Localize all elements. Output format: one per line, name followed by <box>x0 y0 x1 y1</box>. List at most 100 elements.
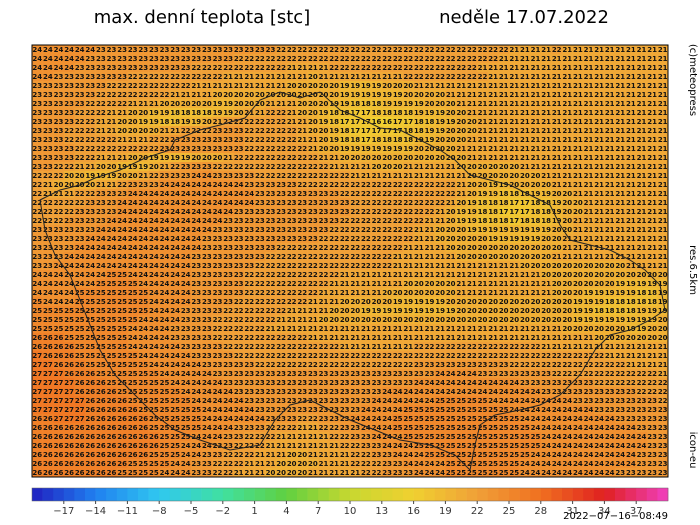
grid-cell <box>85 360 96 370</box>
cell-value: 21 <box>647 262 657 270</box>
cell-value: 21 <box>499 100 509 108</box>
grid-cell <box>646 360 658 370</box>
cell-value: 23 <box>181 325 191 333</box>
grid-cell <box>148 216 160 226</box>
cell-value: 21 <box>594 343 604 351</box>
grid-cell <box>95 243 107 253</box>
grid-cell <box>403 81 414 91</box>
cell-value: 22 <box>149 136 159 144</box>
grid-cell <box>572 306 584 316</box>
grid-cell <box>222 234 234 244</box>
cell-value: 19 <box>149 109 159 117</box>
grid-cell <box>625 252 637 262</box>
grid-cell <box>254 414 266 424</box>
grid-cell <box>32 333 43 343</box>
grid-cell <box>445 198 457 208</box>
grid-cell <box>85 90 96 100</box>
cell-value: 20 <box>658 271 668 279</box>
grid-cell <box>350 297 361 307</box>
cell-value: 24 <box>191 190 201 198</box>
grid-cell <box>646 261 658 271</box>
cell-value: 22 <box>562 352 572 360</box>
cell-value: 22 <box>350 226 360 234</box>
grid-cell <box>625 396 637 406</box>
grid-cell <box>244 90 255 100</box>
cell-value: 20 <box>425 289 435 297</box>
grid-cell <box>254 396 266 406</box>
grid-cell <box>265 306 277 316</box>
grid-cell <box>127 387 139 397</box>
cell-value: 21 <box>308 136 318 144</box>
grid-cell <box>477 342 489 352</box>
grid-cell <box>244 225 255 235</box>
cell-value: 20 <box>541 253 551 261</box>
cell-value: 22 <box>276 343 286 351</box>
grid-cell <box>487 270 499 280</box>
cell-value: 21 <box>329 163 339 171</box>
grid-cell <box>191 234 202 244</box>
cell-value: 24 <box>202 190 212 198</box>
grid-cell <box>74 117 86 127</box>
cell-value: 20 <box>403 91 413 99</box>
cell-value: 24 <box>223 388 233 396</box>
cell-value: 26 <box>85 370 95 378</box>
grid-cell <box>307 180 319 190</box>
grid-cell <box>509 297 520 307</box>
grid-cell <box>53 117 65 127</box>
grid-cell <box>63 117 75 127</box>
cell-value: 18 <box>403 127 413 135</box>
cell-value: 19 <box>658 280 668 288</box>
grid-cell <box>307 351 319 361</box>
cell-value: 22 <box>266 271 276 279</box>
grid-cell <box>286 171 298 181</box>
cell-value: 25 <box>128 316 138 324</box>
grid-cell <box>636 144 648 154</box>
grid-cell <box>381 72 393 82</box>
cell-value: 20 <box>160 100 170 108</box>
grid-cell <box>180 306 192 316</box>
cell-value: 26 <box>32 343 42 351</box>
grid-cell <box>583 126 595 136</box>
grid-cell <box>403 162 414 172</box>
grid-cell <box>657 144 669 154</box>
grid-cell <box>169 108 181 118</box>
cell-value: 25 <box>107 361 117 369</box>
grid-cell <box>509 162 520 172</box>
grid-cell <box>562 297 573 307</box>
grid-cell <box>254 162 266 172</box>
grid-cell <box>593 333 605 343</box>
grid-cell <box>456 297 467 307</box>
cell-value: 23 <box>382 379 392 387</box>
cell-value: 21 <box>658 226 668 234</box>
cell-value: 23 <box>255 244 265 252</box>
grid-cell <box>360 270 372 280</box>
grid-cell <box>445 126 457 136</box>
grid-cell <box>646 162 658 172</box>
cell-value: 23 <box>64 226 74 234</box>
cell-value: 26 <box>64 343 74 351</box>
cell-value: 21 <box>541 64 551 72</box>
grid-cell <box>74 243 86 253</box>
cell-value: 24 <box>244 199 254 207</box>
grid-cell <box>530 324 542 334</box>
cell-value: 22 <box>329 352 339 360</box>
cell-value: 27 <box>54 415 64 423</box>
cell-value: 20 <box>562 289 572 297</box>
grid-cell <box>244 81 255 91</box>
cell-value: 21 <box>637 91 647 99</box>
grid-cell <box>636 72 648 82</box>
cell-value: 21 <box>308 316 318 324</box>
grid-cell <box>201 324 213 334</box>
grid-cell <box>562 171 573 181</box>
cell-value: 23 <box>32 136 42 144</box>
cell-value: 19 <box>403 307 413 315</box>
cell-value: 23 <box>234 271 244 279</box>
grid-cell <box>212 342 224 352</box>
grid-cell <box>339 396 351 406</box>
grid-cell <box>42 261 54 271</box>
cell-value: 21 <box>541 280 551 288</box>
grid-cell <box>509 351 520 361</box>
cell-value: 18 <box>626 307 636 315</box>
cell-value: 24 <box>244 406 254 414</box>
cell-value: 21 <box>552 136 562 144</box>
